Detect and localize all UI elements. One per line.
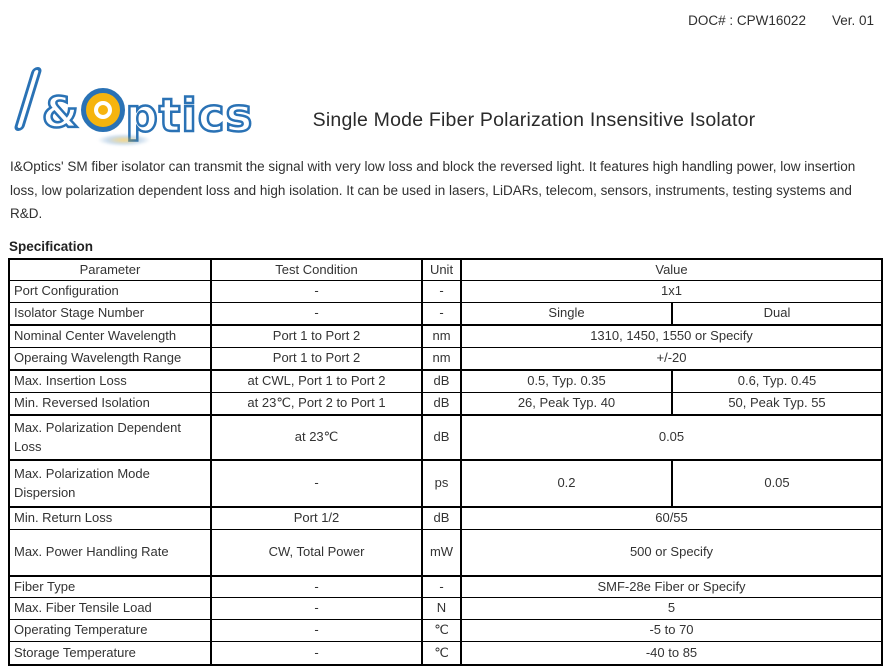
param-cell: Fiber Type bbox=[8, 575, 212, 599]
unit-cell: dB bbox=[421, 506, 462, 531]
table-row: Operating Temperature - ℃ -5 to 70 bbox=[8, 619, 884, 643]
value-cell: 60/55 bbox=[459, 506, 884, 531]
logo-wordmark: ptics bbox=[124, 89, 254, 142]
param-cell: Max. Polarization Dependent Loss bbox=[8, 414, 212, 462]
test-condition-cell: - bbox=[210, 597, 423, 621]
test-condition-cell: at 23℃, Port 2 to Port 1 bbox=[210, 392, 423, 417]
table-row: Min. Reversed Isolation at 23℃, Port 2 t… bbox=[8, 392, 884, 417]
param-cell: Storage Temperature bbox=[8, 641, 212, 666]
unit-cell: ℃ bbox=[421, 619, 462, 643]
value-cell: -40 to 85 bbox=[459, 641, 884, 666]
test-condition-cell: - bbox=[210, 459, 423, 509]
table-row: Storage Temperature - ℃ -40 to 85 bbox=[8, 641, 884, 666]
unit-cell: mW bbox=[421, 529, 462, 577]
brand-row: & ptics Single Mode Fiber Polarization I… bbox=[0, 54, 888, 146]
table-row: Operaing Wavelength Range Port 1 to Port… bbox=[8, 347, 884, 371]
unit-cell: - bbox=[421, 302, 462, 327]
value-cell-single: 0.2 bbox=[460, 459, 673, 509]
param-cell: Max. Power Handling Rate bbox=[8, 529, 212, 577]
value-cell-dual: 0.6, Typ. 0.45 bbox=[670, 369, 884, 394]
doc-number-label: DOC# : CPW16022 bbox=[688, 13, 806, 28]
param-cell: Nominal Center Wavelength bbox=[8, 324, 212, 349]
logo-reflection bbox=[98, 134, 150, 146]
unit-cell: N bbox=[421, 597, 462, 621]
test-condition-cell: - bbox=[210, 619, 423, 643]
logo-ampersand: & bbox=[41, 88, 80, 137]
table-row: Max. Polarization Dependent Loss at 23℃ … bbox=[8, 414, 884, 462]
value-cell-dual: 50, Peak Typ. 55 bbox=[670, 392, 884, 417]
unit-cell: nm bbox=[421, 324, 462, 349]
table-row: Nominal Center Wavelength Port 1 to Port… bbox=[8, 324, 884, 349]
test-condition-cell: - bbox=[210, 302, 423, 327]
value-cell-single: 0.5, Typ. 0.35 bbox=[460, 369, 673, 394]
test-condition-cell: CW, Total Power bbox=[210, 529, 423, 577]
intro-paragraph: I&Optics' SM fiber isolator can transmit… bbox=[10, 159, 856, 221]
page-title: Single Mode Fiber Polarization Insensiti… bbox=[312, 109, 756, 131]
table-row: Isolator Stage Number - - Single Dual bbox=[8, 302, 884, 327]
spec-table: Parameter Test Condition Unit Value Port… bbox=[8, 257, 884, 666]
col-header-value: Value bbox=[459, 257, 884, 282]
value-cell-single: 26, Peak Typ. 40 bbox=[460, 392, 673, 417]
col-header-parameter: Parameter bbox=[8, 257, 212, 282]
logo-lens-icon bbox=[80, 88, 125, 132]
logo-i-mark bbox=[0, 67, 56, 131]
value-cell-dual: Dual bbox=[670, 302, 884, 327]
test-condition-cell: Port 1 to Port 2 bbox=[210, 347, 423, 371]
value-cell: +/-20 bbox=[459, 347, 884, 371]
doc-version: Ver. 01 bbox=[831, 13, 874, 28]
test-condition-cell: Port 1 to Port 2 bbox=[210, 324, 423, 349]
param-cell: Max. Insertion Loss bbox=[8, 369, 212, 394]
param-cell: Isolator Stage Number bbox=[8, 302, 212, 327]
unit-cell: - bbox=[421, 575, 462, 599]
param-cell: Max. Fiber Tensile Load bbox=[8, 597, 212, 621]
value-cell: SMF-28e Fiber or Specify bbox=[459, 575, 884, 599]
unit-cell: dB bbox=[421, 392, 462, 417]
table-row: Max. Polarization Mode Dispersion - ps 0… bbox=[8, 459, 884, 509]
unit-cell: ps bbox=[421, 459, 462, 509]
value-cell: 5 bbox=[459, 597, 884, 621]
table-row: Min. Return Loss Port 1/2 dB 60/55 bbox=[8, 506, 884, 531]
param-cell: Min. Reversed Isolation bbox=[8, 392, 212, 417]
param-cell: Operaing Wavelength Range bbox=[8, 347, 212, 371]
test-condition-cell: - bbox=[210, 575, 423, 599]
table-row: Max. Power Handling Rate CW, Total Power… bbox=[8, 529, 884, 577]
unit-cell: dB bbox=[421, 414, 462, 462]
value-cell-single: Single bbox=[460, 302, 673, 327]
param-cell: Min. Return Loss bbox=[8, 506, 212, 531]
company-logo: & ptics bbox=[0, 56, 253, 146]
table-row: Max. Insertion Loss at CWL, Port 1 to Po… bbox=[8, 369, 884, 394]
section-heading: Specification bbox=[9, 238, 94, 254]
test-condition-cell: at CWL, Port 1 to Port 2 bbox=[210, 369, 423, 394]
table-row: Max. Fiber Tensile Load - N 5 bbox=[8, 597, 884, 621]
test-condition-cell: - bbox=[210, 641, 423, 666]
doc-number: DOC# : CPW16022 Ver. 01 bbox=[0, 0, 888, 32]
value-cell: 0.05 bbox=[459, 414, 884, 462]
table-row: Fiber Type - - SMF-28e Fiber or Specify bbox=[8, 575, 884, 599]
value-cell: 1310, 1450, 1550 or Specify bbox=[459, 324, 884, 349]
value-cell-dual: 0.05 bbox=[670, 459, 884, 509]
test-condition-cell: at 23℃ bbox=[210, 414, 423, 462]
param-cell: Max. Polarization Mode Dispersion bbox=[8, 459, 212, 509]
value-cell: 500 or Specify bbox=[459, 529, 884, 577]
table-header-row: Parameter Test Condition Unit Value bbox=[8, 257, 884, 282]
value-cell: 1x1 bbox=[459, 280, 884, 304]
unit-cell: ℃ bbox=[421, 641, 462, 666]
unit-cell: - bbox=[421, 280, 462, 304]
col-header-test-condition: Test Condition bbox=[210, 257, 423, 282]
param-cell: Port Configuration bbox=[8, 280, 212, 304]
test-condition-cell: Port 1/2 bbox=[210, 506, 423, 531]
param-cell: Operating Temperature bbox=[8, 619, 212, 643]
unit-cell: nm bbox=[421, 347, 462, 371]
test-condition-cell: - bbox=[210, 280, 423, 304]
value-cell: -5 to 70 bbox=[459, 619, 884, 643]
col-header-unit: Unit bbox=[421, 257, 462, 282]
table-row: Port Configuration - - 1x1 bbox=[8, 280, 884, 304]
unit-cell: dB bbox=[421, 369, 462, 394]
